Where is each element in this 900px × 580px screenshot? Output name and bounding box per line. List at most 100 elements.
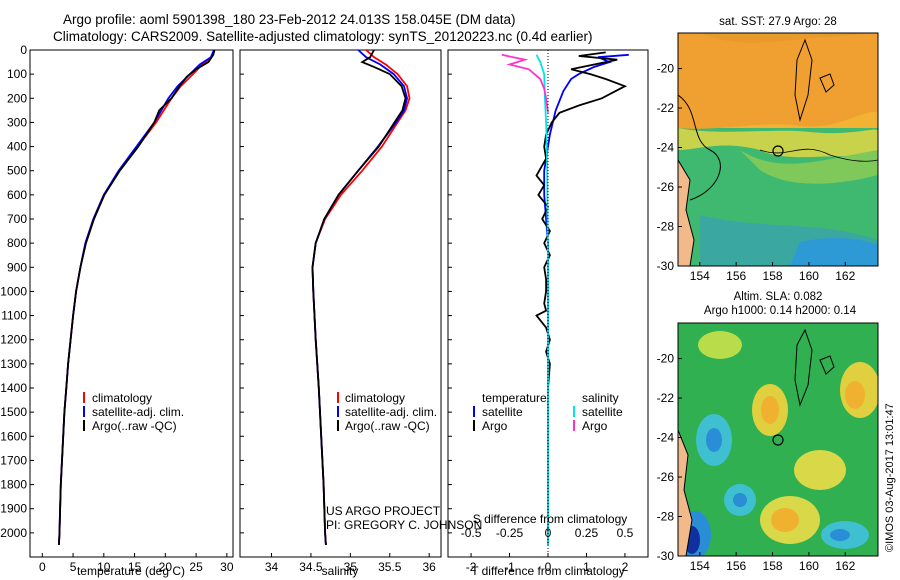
- depth-tick-label: 1800: [0, 478, 27, 492]
- depth-tick-label: 1000: [0, 284, 27, 298]
- sla-island-contour: [794, 328, 813, 407]
- x-tick-label: 5: [70, 560, 77, 574]
- depth-tick-label: 1900: [0, 502, 27, 516]
- depth-tick-label: 600: [7, 188, 27, 202]
- map-lat-label: -28: [657, 220, 675, 234]
- x-tick-label: 10: [97, 560, 111, 574]
- sla-anomaly: [794, 450, 846, 490]
- series-line-argo-raw-qc-: [311, 50, 407, 545]
- legend-s-argo: Argo: [582, 419, 608, 433]
- temperature-xlabel: temperature (deg C): [77, 564, 185, 578]
- s-tick-label: -0.5: [461, 526, 482, 540]
- sla-map-title-line2: Argo h1000: 0.14 h2000: 0.14: [704, 305, 857, 317]
- map-lon-label: 162: [835, 269, 855, 283]
- argo-location-marker: [772, 434, 784, 446]
- map-lon-label: 162: [835, 559, 855, 573]
- series-line-argo-raw-qc-: [58, 50, 216, 545]
- sst-coastline: [678, 159, 695, 266]
- argo-location-marker: [772, 145, 784, 157]
- depth-axis: 0 100 200 300 400 500 600 700 800 900 1000 1100 1200…: [0, 43, 452, 540]
- x-tick-label: 36: [422, 560, 436, 574]
- salinity-plot: [311, 50, 411, 545]
- sla-anomaly: [845, 381, 865, 409]
- depth-tick-label: 2000: [0, 526, 27, 540]
- depth-tick-label: 1500: [0, 405, 27, 419]
- x-tick-label: 0: [39, 560, 46, 574]
- map-lat-label: -28: [657, 510, 675, 524]
- difference-xlabel-top: S difference from climatology: [473, 512, 628, 526]
- depth-tick-label: 900: [7, 260, 27, 274]
- map-lat-label: -30: [657, 259, 675, 273]
- pi-label: PI: GREGORY C. JOHNSON: [326, 518, 482, 532]
- x-tick-label: 0: [545, 560, 552, 574]
- map-lat-label: -24: [657, 141, 675, 155]
- depth-tick-label: 200: [7, 91, 27, 105]
- depth-tick-label: 0: [20, 43, 27, 57]
- sst-island-contour: [794, 38, 813, 122]
- sla-map-title-line1: Altim. SLA: 0.082: [734, 291, 823, 303]
- sst-warm-band: [678, 33, 878, 129]
- map-lon-label: 154: [690, 559, 710, 573]
- series-line-temperature-argo: [535, 51, 628, 545]
- depth-tick-label: 500: [7, 164, 27, 178]
- depth-tick-label: 1200: [0, 333, 27, 347]
- sla-map-axes: 154 156 158 160 162 -20 -22 -24 -26 -28 -30: [657, 352, 856, 573]
- series-line-salinity-argo: [501, 53, 549, 113]
- depth-tick-label: 400: [7, 140, 27, 154]
- series-line-salinity-satellite: [535, 54, 549, 545]
- legend-argo: Argo(..raw -QC): [345, 419, 430, 433]
- sst-map-frame: [677, 32, 879, 267]
- salinity-xlabel: salinity: [322, 564, 359, 578]
- depth-tick-label: 100: [7, 67, 27, 81]
- difference-x-axis: -2 -1 0 1 2 -0.5 -0.25 0 0.25 0.5: [461, 526, 634, 574]
- legend-climatology: climatology: [92, 391, 152, 405]
- map-lat-label: -30: [657, 549, 675, 563]
- legend-s-satellite: satellite: [582, 405, 623, 419]
- depth-tick-label: 1100: [1, 309, 27, 323]
- depth-tick-label: 1600: [0, 429, 27, 443]
- temperature-panel-frame: [29, 49, 234, 558]
- x-tick-label: 34: [265, 560, 279, 574]
- sla-anomaly: [761, 396, 779, 424]
- sst-bathy-contour: [759, 148, 878, 162]
- x-tick-label: 34.5: [299, 560, 323, 574]
- sla-map-frame: [677, 322, 879, 557]
- map-lat-label: -22: [657, 101, 675, 115]
- map-lat-label: -20: [657, 352, 675, 366]
- map-lat-label: -22: [657, 391, 675, 405]
- sst-island-contour: [819, 73, 835, 93]
- depth-tick-label: 800: [7, 236, 27, 250]
- difference-plot: [501, 50, 629, 557]
- sst-map: [678, 33, 878, 266]
- s-tick-label: 0.5: [617, 526, 634, 540]
- sst-cold-patch: [790, 238, 878, 266]
- legend-t-argo: Argo: [482, 419, 508, 433]
- salinity-panel-frame: [239, 49, 442, 558]
- map-lon-label: 156: [726, 559, 746, 573]
- sla-island-contour: [819, 355, 835, 375]
- map-lat-label: -20: [657, 62, 675, 76]
- project-label: US ARGO PROJECT: [326, 504, 441, 518]
- map-lon-label: 160: [799, 269, 819, 283]
- map-lon-label: 156: [726, 269, 746, 283]
- sla-anomaly: [698, 331, 742, 359]
- figure-title-line1: Argo profile: aoml 5901398_180 23-Feb-20…: [63, 12, 516, 27]
- map-lat-label: -24: [657, 431, 675, 445]
- depth-tick-label: 1700: [0, 453, 27, 467]
- x-tick-label: 35: [344, 560, 358, 574]
- sla-anomaly: [830, 529, 850, 541]
- legend-argo: Argo(..raw -QC): [92, 419, 177, 433]
- sst-map-title: sat. SST: 27.9 Argo: 28: [719, 16, 837, 28]
- s-tick-label: 0.25: [575, 526, 599, 540]
- sla-anomaly: [771, 508, 799, 532]
- legend-t-satellite: satellite: [482, 405, 523, 419]
- map-lon-label: 160: [799, 559, 819, 573]
- sla-coastline: [678, 429, 693, 556]
- legend-climatology: climatology: [345, 391, 405, 405]
- temperature-x-axis: 0 5 10 15 20 25 30: [39, 553, 234, 574]
- map-lon-label: 154: [690, 269, 710, 283]
- difference-xlabel: T difference from climatology: [471, 564, 625, 578]
- legend-temperature-header: temperature: [482, 391, 547, 405]
- x-tick-label: 1: [583, 560, 590, 574]
